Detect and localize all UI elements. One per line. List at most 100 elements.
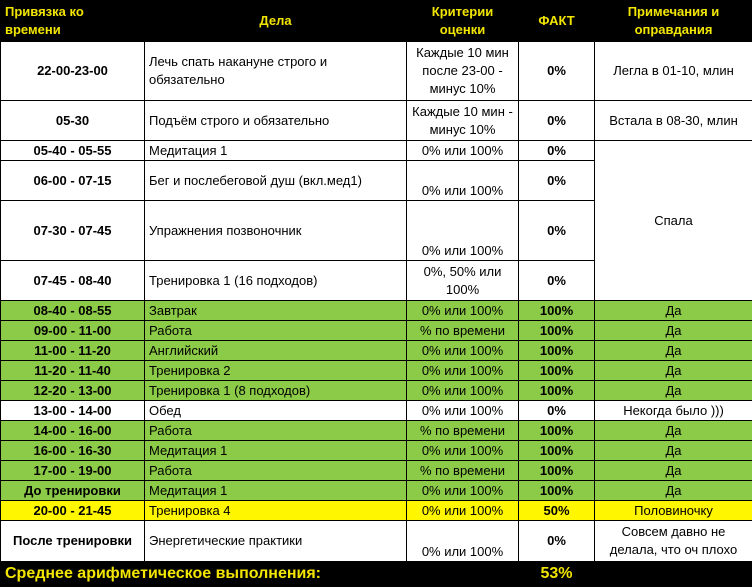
time-cell[interactable]: 05-40 - 05-55 bbox=[1, 141, 145, 161]
note-cell[interactable]: Да bbox=[595, 341, 752, 361]
summary-row: Среднее арифметическое выполнения: 53% bbox=[1, 562, 752, 587]
table-row: 17-00 - 19-00 Работа % по времени 100% Д… bbox=[1, 461, 752, 481]
fact-cell[interactable]: 100% bbox=[519, 381, 595, 401]
task-cell[interactable]: Бег и послебеговой душ (вкл.мед1) bbox=[145, 161, 407, 201]
criteria-cell[interactable]: 0% или 100% bbox=[407, 381, 519, 401]
criteria-cell[interactable]: 0% или 100% bbox=[407, 341, 519, 361]
time-cell[interactable]: 08-40 - 08-55 bbox=[1, 301, 145, 321]
summary-label: Среднее арифметическое выполнения: bbox=[1, 562, 519, 587]
note-cell[interactable]: Да bbox=[595, 441, 752, 461]
fact-cell[interactable]: 0% bbox=[519, 141, 595, 161]
task-cell[interactable]: Тренировка 4 bbox=[145, 501, 407, 521]
table-row: 11-20 - 11-40 Тренировка 2 0% или 100% 1… bbox=[1, 361, 752, 381]
note-cell[interactable]: Да bbox=[595, 381, 752, 401]
note-cell[interactable]: Да bbox=[595, 301, 752, 321]
time-cell[interactable]: 11-00 - 11-20 bbox=[1, 341, 145, 361]
time-cell[interactable]: 12-20 - 13-00 bbox=[1, 381, 145, 401]
note-cell[interactable]: Совсем давно не делала, что оч плохо bbox=[595, 521, 752, 562]
task-cell[interactable]: Тренировка 1 (8 подходов) bbox=[145, 381, 407, 401]
task-cell[interactable]: Упражнения позвоночник bbox=[145, 201, 407, 261]
table-row: 22-00-23-00 Лечь спать накануне строго и… bbox=[1, 42, 752, 101]
task-cell[interactable]: Обед bbox=[145, 401, 407, 421]
summary-empty-cell bbox=[595, 562, 752, 587]
fact-cell[interactable]: 0% bbox=[519, 521, 595, 562]
criteria-cell[interactable]: 0% или 100% bbox=[407, 481, 519, 501]
fact-cell[interactable]: 100% bbox=[519, 421, 595, 441]
time-cell[interactable]: 07-45 - 08-40 bbox=[1, 261, 145, 301]
criteria-cell[interactable]: Каждые 10 мин - минус 10% bbox=[407, 101, 519, 141]
time-cell[interactable]: 20-00 - 21-45 bbox=[1, 501, 145, 521]
criteria-cell[interactable]: % по времени bbox=[407, 461, 519, 481]
criteria-cell[interactable]: 0% или 100% bbox=[407, 161, 519, 201]
task-cell[interactable]: Медитация 1 bbox=[145, 441, 407, 461]
task-cell[interactable]: Работа bbox=[145, 421, 407, 441]
fact-cell[interactable]: 0% bbox=[519, 401, 595, 421]
note-cell[interactable]: Встала в 08-30, млин bbox=[595, 101, 752, 141]
time-cell[interactable]: После тренировки bbox=[1, 521, 145, 562]
summary-value[interactable]: 53% bbox=[519, 562, 595, 587]
table-row: 11-00 - 11-20 Английский 0% или 100% 100… bbox=[1, 341, 752, 361]
note-cell[interactable]: Да bbox=[595, 421, 752, 441]
time-cell[interactable]: 16-00 - 16-30 bbox=[1, 441, 145, 461]
merged-note-cell[interactable]: Спала bbox=[595, 141, 752, 301]
fact-cell[interactable]: 100% bbox=[519, 441, 595, 461]
fact-cell[interactable]: 100% bbox=[519, 301, 595, 321]
criteria-cell[interactable]: % по времени bbox=[407, 321, 519, 341]
fact-cell[interactable]: 0% bbox=[519, 161, 595, 201]
time-cell[interactable]: 11-20 - 11-40 bbox=[1, 361, 145, 381]
task-cell[interactable]: Работа bbox=[145, 461, 407, 481]
time-cell[interactable]: До тренировки bbox=[1, 481, 145, 501]
task-cell[interactable]: Работа bbox=[145, 321, 407, 341]
criteria-cell[interactable]: 0%, 50% или 100% bbox=[407, 261, 519, 301]
criteria-cell[interactable]: 0% или 100% bbox=[407, 501, 519, 521]
fact-cell[interactable]: 0% bbox=[519, 201, 595, 261]
time-cell[interactable]: 17-00 - 19-00 bbox=[1, 461, 145, 481]
criteria-cell[interactable]: 0% или 100% bbox=[407, 521, 519, 562]
table-row: 13-00 - 14-00 Обед 0% или 100% 0% Некогд… bbox=[1, 401, 752, 421]
task-cell[interactable]: Медитация 1 bbox=[145, 141, 407, 161]
fact-cell[interactable]: 100% bbox=[519, 461, 595, 481]
task-cell[interactable]: Лечь спать накануне строго и обязательно bbox=[145, 42, 407, 101]
time-cell[interactable]: 09-00 - 11-00 bbox=[1, 321, 145, 341]
fact-cell[interactable]: 50% bbox=[519, 501, 595, 521]
fact-cell[interactable]: 100% bbox=[519, 341, 595, 361]
time-cell[interactable]: 14-00 - 16-00 bbox=[1, 421, 145, 441]
note-cell[interactable]: Легла в 01-10, млин bbox=[595, 42, 752, 101]
task-cell[interactable]: Энергетические практики bbox=[145, 521, 407, 562]
note-cell[interactable]: Да bbox=[595, 361, 752, 381]
note-cell[interactable]: Да bbox=[595, 321, 752, 341]
criteria-cell[interactable]: % по времени bbox=[407, 421, 519, 441]
criteria-cell[interactable]: 0% или 100% bbox=[407, 401, 519, 421]
fact-cell[interactable]: 100% bbox=[519, 321, 595, 341]
task-cell[interactable]: Тренировка 1 (16 подходов) bbox=[145, 261, 407, 301]
time-cell[interactable]: 05-30 bbox=[1, 101, 145, 141]
task-cell[interactable]: Завтрак bbox=[145, 301, 407, 321]
fact-cell[interactable]: 0% bbox=[519, 261, 595, 301]
fact-cell[interactable]: 0% bbox=[519, 42, 595, 101]
fact-cell[interactable]: 100% bbox=[519, 361, 595, 381]
task-cell[interactable]: Английский bbox=[145, 341, 407, 361]
note-cell[interactable]: Да bbox=[595, 461, 752, 481]
table-row: До тренировки Медитация 1 0% или 100% 10… bbox=[1, 481, 752, 501]
table-row: 05-40 - 05-55 Медитация 1 0% или 100% 0%… bbox=[1, 141, 752, 161]
criteria-cell[interactable]: 0% или 100% bbox=[407, 141, 519, 161]
criteria-cell[interactable]: Каждые 10 мин после 23-00 - минус 10% bbox=[407, 42, 519, 101]
criteria-cell[interactable]: 0% или 100% bbox=[407, 201, 519, 261]
fact-cell[interactable]: 100% bbox=[519, 481, 595, 501]
time-cell[interactable]: 22-00-23-00 bbox=[1, 42, 145, 101]
criteria-cell[interactable]: 0% или 100% bbox=[407, 441, 519, 461]
task-cell[interactable]: Подъём строго и обязательно bbox=[145, 101, 407, 141]
note-cell[interactable]: Некогда было ))) bbox=[595, 401, 752, 421]
task-cell[interactable]: Медитация 1 bbox=[145, 481, 407, 501]
header-task: Дела bbox=[145, 1, 407, 42]
task-cell[interactable]: Тренировка 2 bbox=[145, 361, 407, 381]
time-cell[interactable]: 13-00 - 14-00 bbox=[1, 401, 145, 421]
criteria-cell[interactable]: 0% или 100% bbox=[407, 361, 519, 381]
time-cell[interactable]: 06-00 - 07-15 bbox=[1, 161, 145, 201]
criteria-cell[interactable]: 0% или 100% bbox=[407, 301, 519, 321]
note-cell[interactable]: Да bbox=[595, 481, 752, 501]
time-cell[interactable]: 07-30 - 07-45 bbox=[1, 201, 145, 261]
fact-cell[interactable]: 0% bbox=[519, 101, 595, 141]
note-cell[interactable]: Половиночку bbox=[595, 501, 752, 521]
